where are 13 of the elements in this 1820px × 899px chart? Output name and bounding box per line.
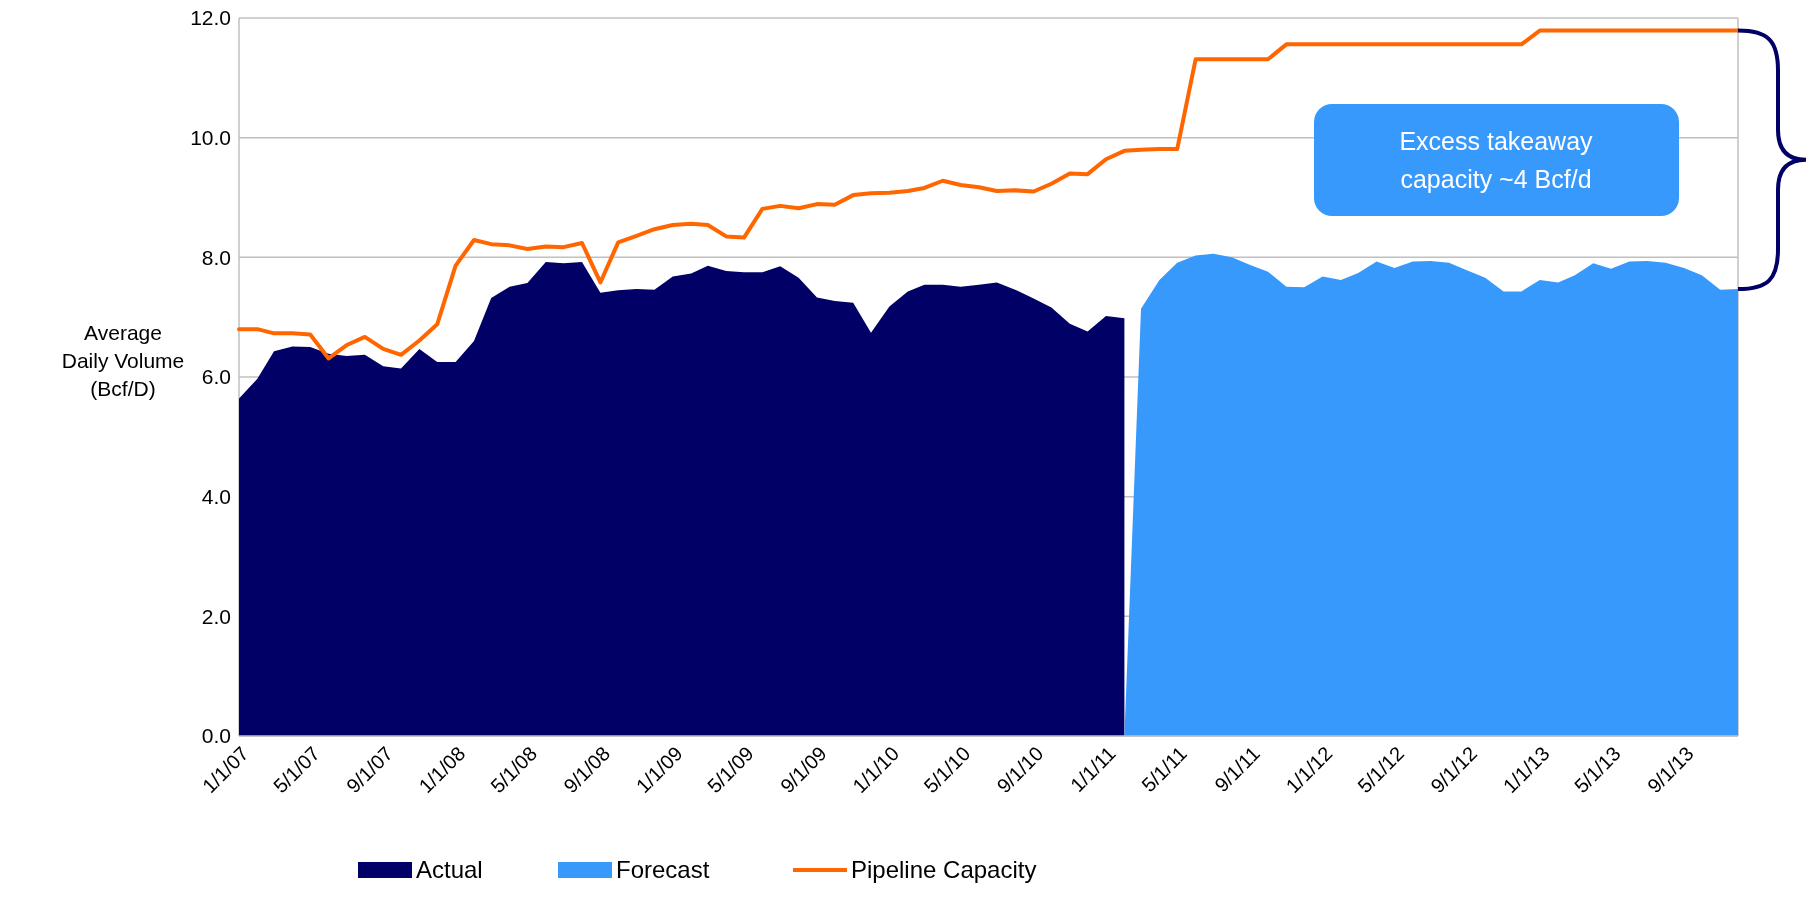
y-tick-label: 8.0 xyxy=(201,245,231,269)
y-tick-label: 12.0 xyxy=(190,6,231,30)
line-series xyxy=(237,28,1740,361)
y-tick-label: 0.0 xyxy=(201,724,231,748)
legend-label: Pipeline Capacity xyxy=(851,856,1037,884)
annotation: Excess takeaway capacity ~4 Bcf/d xyxy=(1399,126,1594,193)
y-tick-label: 2.0 xyxy=(201,604,231,628)
y-axis-title: Average Daily Volume (Bcf/D) xyxy=(61,321,185,400)
y-tick-label: 10.0 xyxy=(190,126,231,150)
legend-label: Actual xyxy=(416,856,483,884)
y-tick-label: 4.0 xyxy=(201,485,231,509)
legend-label: Forecast xyxy=(616,856,710,884)
y-tick-label: 6.0 xyxy=(201,365,231,389)
